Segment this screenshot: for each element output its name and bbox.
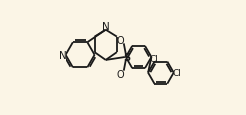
Text: S: S xyxy=(123,53,130,62)
Text: O: O xyxy=(116,69,124,79)
Text: O: O xyxy=(116,36,124,46)
Text: N: N xyxy=(102,22,110,32)
Text: Cl: Cl xyxy=(173,69,182,77)
Text: Cl: Cl xyxy=(150,54,158,63)
Text: N: N xyxy=(59,50,67,60)
